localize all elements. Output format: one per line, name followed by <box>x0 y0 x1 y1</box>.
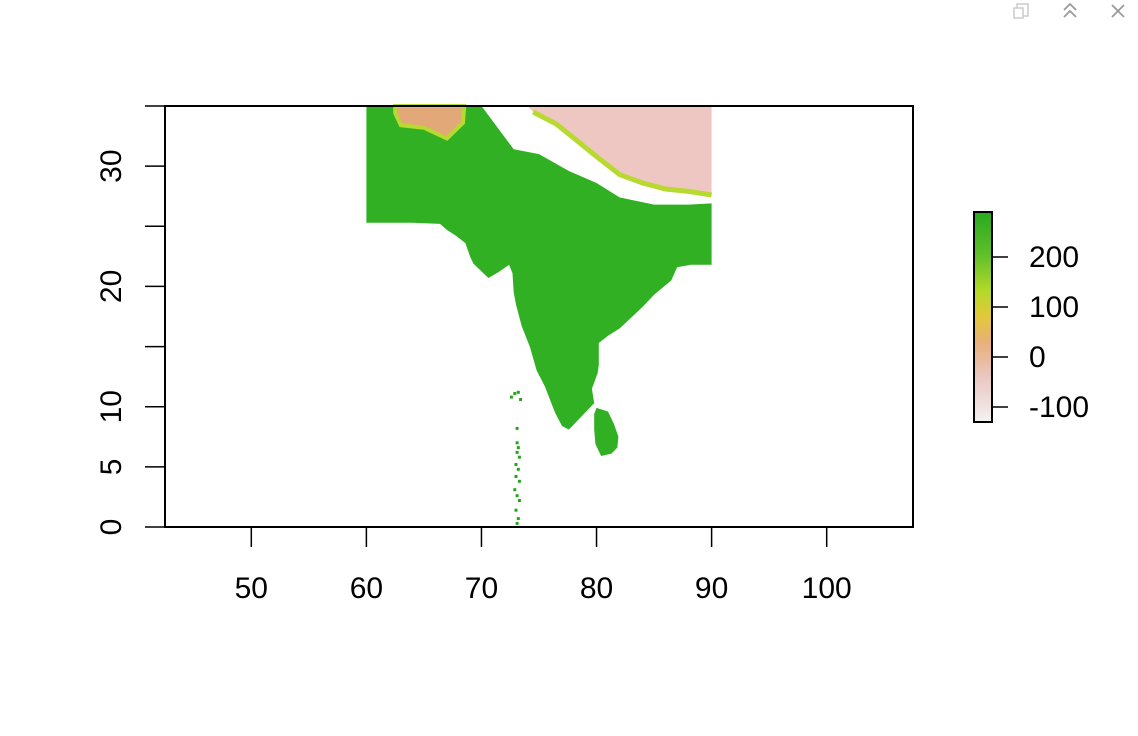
region-sri-lanka <box>594 407 619 456</box>
island-5 <box>515 426 519 430</box>
legend-tick-label: 100 <box>1029 291 1079 324</box>
island-19 <box>515 521 519 525</box>
popout-icon <box>1013 3 1029 19</box>
x-tick-label: 80 <box>580 572 613 605</box>
popout-button[interactable] <box>1012 1 1032 21</box>
island-18 <box>516 517 520 521</box>
island-2 <box>516 390 520 394</box>
raster-layer <box>366 104 712 525</box>
island-10 <box>514 463 518 466</box>
foothill-band <box>532 109 712 198</box>
island-11 <box>516 467 520 471</box>
island-8 <box>515 450 519 454</box>
y-tick-label: 0 <box>95 519 128 536</box>
region-west-plateau <box>395 106 465 139</box>
y-tick-label: 30 <box>95 149 128 182</box>
island-12 <box>514 475 518 478</box>
x-tick-label: 90 <box>695 572 728 605</box>
x-tick-label: 50 <box>235 572 268 605</box>
island-14 <box>513 488 517 492</box>
y-tick-label: 20 <box>95 270 128 303</box>
region-himalaya <box>527 106 712 195</box>
collapse-icon <box>1063 2 1077 18</box>
island-6 <box>515 441 519 445</box>
x-tick-label: 60 <box>350 572 383 605</box>
legend: -100 0 100 200 <box>973 211 1089 424</box>
island-7 <box>516 446 520 450</box>
legend-tick-label: -100 <box>1029 391 1089 424</box>
window-controls <box>1012 0 1128 22</box>
x-tick-label: 70 <box>465 572 498 605</box>
plateau-edge <box>393 104 467 141</box>
legend-ticks: -100 0 100 200 <box>992 241 1089 424</box>
island-3 <box>509 395 513 399</box>
close-icon <box>1111 4 1125 18</box>
y-tick-label: 5 <box>95 459 128 476</box>
close-button[interactable] <box>1108 1 1128 21</box>
island-9 <box>517 455 521 459</box>
y-axis: 0 5 10 20 30 <box>95 105 166 536</box>
x-tick-label: 100 <box>802 572 852 605</box>
island-17 <box>514 508 518 512</box>
x-axis: 50 60 70 80 90 100 <box>235 526 852 605</box>
island-1 <box>513 392 517 395</box>
region-mainland <box>366 106 712 430</box>
island-13 <box>517 479 521 483</box>
legend-colorbar <box>973 211 993 423</box>
island-15 <box>515 494 519 498</box>
island-4 <box>519 398 523 401</box>
y-tick-label: 10 <box>95 390 128 423</box>
collapse-button[interactable] <box>1060 1 1080 21</box>
legend-tick-label: 0 <box>1029 341 1046 374</box>
island-16 <box>517 499 521 502</box>
legend-tick-label: 200 <box>1029 241 1079 274</box>
